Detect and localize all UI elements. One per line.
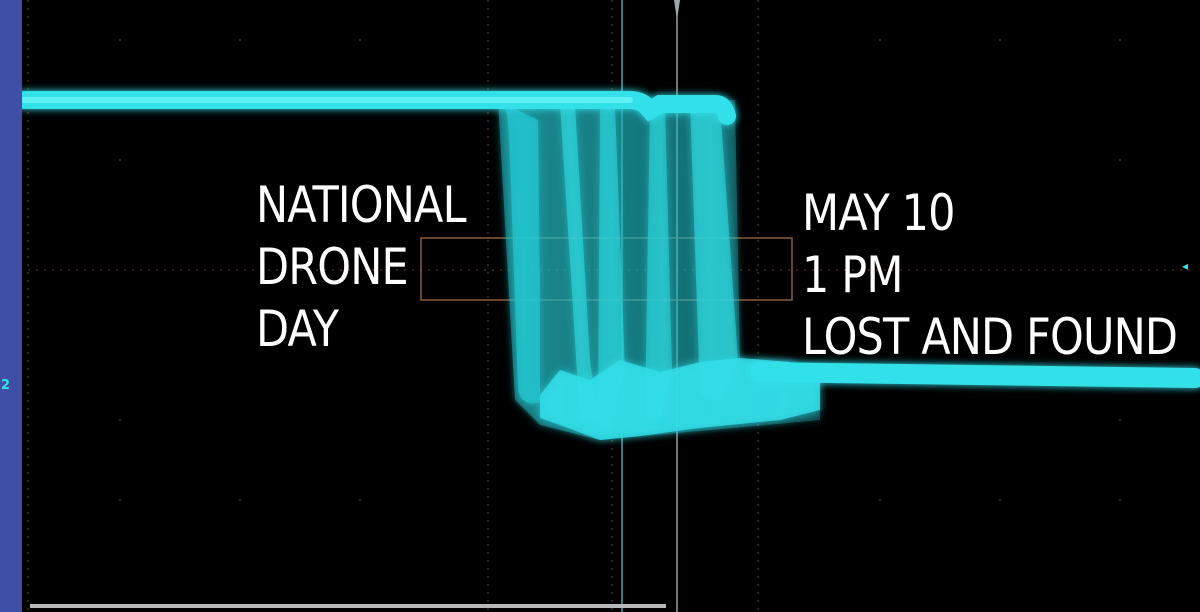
event-details: MAY 10 1 PM LOST AND FOUND <box>802 182 1178 368</box>
grid-dots <box>119 39 1121 501</box>
channel-side-bar <box>0 0 22 612</box>
scroll-bar[interactable] <box>30 604 666 608</box>
event-title-line-2: DRONE <box>256 238 409 296</box>
signal-trace <box>15 91 1200 388</box>
event-time: 1 PM <box>802 246 903 304</box>
signal-transition <box>498 100 820 440</box>
channel-2-marker[interactable]: 2 <box>1 378 11 393</box>
event-title-line-3: DAY <box>256 300 339 358</box>
event-title-line-1: NATIONAL <box>256 176 467 234</box>
event-title: NATIONAL DRONE DAY <box>256 174 467 360</box>
event-location: LOST AND FOUND <box>802 308 1178 366</box>
trigger-level-arrow-icon[interactable]: ◂ <box>1182 259 1189 273</box>
event-date: MAY 10 <box>802 184 956 242</box>
trigger-marker <box>674 0 680 20</box>
